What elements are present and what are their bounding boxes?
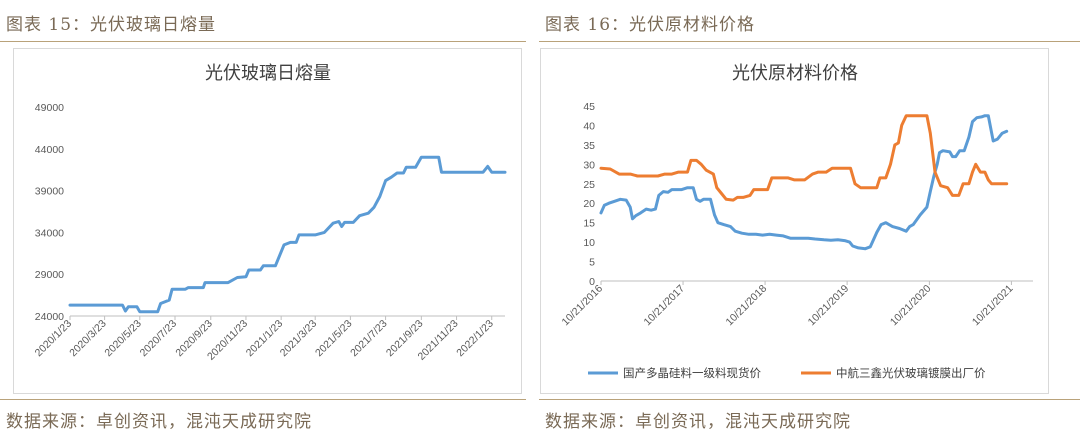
- daily-melt-chart: 光伏玻璃日熔量 24000 29000 34000 39000 44000 49000 202…: [13, 48, 522, 394]
- figure-15-header: 图表 15：光伏玻璃日熔量: [0, 0, 526, 42]
- y-tick-label: 5: [589, 257, 595, 269]
- x-tick-label: 2021/5/23: [313, 318, 355, 360]
- y-tick-label: 39000: [35, 186, 64, 198]
- y-tick-label: 24000: [35, 311, 64, 323]
- daily-melt-chart-svg: 光伏玻璃日熔量 24000 29000 34000 39000 44000 49000 202…: [33, 63, 507, 363]
- figure-16-header: 图表 16：光伏原材料价格: [539, 0, 1080, 42]
- series-line-2: [599, 114, 1009, 202]
- y-tick-label: 40: [583, 120, 595, 132]
- figure-15-label: 图表 15：光伏玻璃日熔量: [6, 15, 217, 35]
- raw-material-price-chart: 光伏原材料价格 0 5 10 15 20 25 30 35 40 45 10/21/2016 10/21…: [540, 48, 1049, 394]
- figure-16-label: 图表 16：光伏原材料价格: [545, 15, 756, 35]
- y-tick-label: 35: [583, 140, 595, 152]
- figure-16-footer: 数据来源：卓创资讯，混沌天成研究院: [539, 399, 1080, 437]
- x-tick-label: 2020/1/23: [33, 318, 75, 360]
- figure-15-source: 数据来源：卓创资讯，混沌天成研究院: [6, 412, 312, 432]
- x-tick-label: 2020/3/23: [67, 318, 109, 360]
- chart-title: 光伏玻璃日熔量: [205, 63, 331, 84]
- x-tick-label: 10/21/2019: [806, 283, 852, 329]
- raw-material-price-chart-svg: 光伏原材料价格 0 5 10 15 20 25 30 35 40 45 10/21/2016 10/21…: [559, 63, 1033, 380]
- x-tick-label: 10/21/2016: [559, 283, 605, 329]
- y-tick-label: 30: [583, 159, 595, 171]
- legend-label-1: 国产多晶硅料一级料现货价: [623, 366, 761, 380]
- y-tick-label: 15: [583, 218, 595, 230]
- y-tick-label: 49000: [35, 102, 64, 114]
- y-tick-label: 10: [583, 237, 595, 249]
- figure-15-footer: 数据来源：卓创资讯，混沌天成研究院: [0, 399, 526, 437]
- x-tick-label: 10/21/2018: [724, 283, 770, 329]
- x-tick-label: 2020/5/23: [102, 318, 144, 360]
- y-tick-label: 20: [583, 198, 595, 210]
- series-line-1: [68, 155, 507, 314]
- y-tick-label: 44000: [35, 144, 64, 156]
- figure-16-source: 数据来源：卓创资讯，混沌天成研究院: [545, 412, 851, 432]
- y-tick-label: 25: [583, 179, 595, 191]
- x-tick-label: 10/21/2020: [888, 283, 934, 329]
- x-tick-label: 2020/7/23: [138, 318, 180, 360]
- x-tick-label: 2021/7/23: [348, 318, 390, 360]
- x-tick-label: 2022/1/23: [454, 318, 496, 360]
- legend-label-2: 中航三鑫光伏玻璃镀膜出厂价: [836, 366, 986, 380]
- x-tick-label: 2021/3/23: [278, 318, 320, 360]
- y-tick-label: 34000: [35, 227, 64, 239]
- series-line-1: [599, 114, 1009, 251]
- x-tick-label: 10/21/2017: [642, 283, 688, 329]
- y-tick-label: 0: [589, 276, 595, 288]
- x-tick-label: 10/21/2021: [970, 283, 1016, 329]
- chart-title: 光伏原材料价格: [732, 63, 858, 84]
- y-tick-label: 45: [583, 101, 595, 113]
- y-tick-label: 29000: [35, 269, 64, 281]
